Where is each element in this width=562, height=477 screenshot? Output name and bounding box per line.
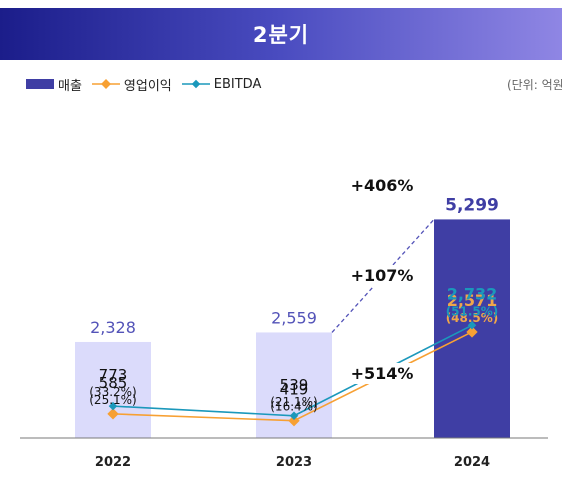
unit-note: (단위: 억원 <box>507 78 562 92</box>
legend-label-operating-profit: 영업이익 <box>123 78 172 94</box>
operating-profit-label-2022: 585 <box>99 374 128 392</box>
growth-annotation-2: +107% <box>351 266 414 285</box>
sales-label-2022: 2,328 <box>90 318 136 337</box>
x-tick-label-2024: 2024 <box>454 455 490 470</box>
sales-growth-connector <box>331 218 435 333</box>
x-tick-label-2023: 2023 <box>276 455 312 470</box>
sales-label-2024: 5,299 <box>445 195 499 215</box>
title-banner: 2분기 <box>0 8 562 60</box>
operating-profit-label-2024: 2,571 <box>447 291 498 310</box>
operating-profit-point-2024 <box>466 326 478 338</box>
legend-label-sales: 매출 <box>58 78 82 94</box>
ebitda-point-2024 <box>467 321 477 330</box>
legend-swatch-operating-profit <box>91 79 120 89</box>
x-tick-label-2022: 2022 <box>95 455 131 470</box>
legend-swatch-sales <box>26 79 54 89</box>
legend-label-ebitda: EBITDA <box>213 76 262 92</box>
growth-annotation-3: +514% <box>351 364 414 383</box>
sales-bar-2022 <box>75 341 151 438</box>
ebitda-margin-2022: (33.2%) <box>89 385 136 399</box>
ebitda-point-2023 <box>289 411 299 421</box>
operating-profit-margin-2024: (48.5%) <box>446 311 499 325</box>
growth-annotation-bg-2 <box>348 265 416 286</box>
chart-title: 2분기 <box>252 23 310 47</box>
growth-annotation-bg-1 <box>348 175 416 196</box>
legend-swatch-ebitda <box>181 79 210 89</box>
legend: 매출 영업이익 EBITDA <box>26 75 271 94</box>
operating-profit-margin-2022: (25.1%) <box>89 393 136 407</box>
ebitda-label-2024: 2,732 <box>447 284 498 303</box>
legend-item-operating-profit: 영업이익 <box>91 75 172 94</box>
legend-item-ebitda: EBITDA <box>181 76 262 92</box>
operating-profit-point-2023 <box>288 415 300 427</box>
sales-label-2023: 2,559 <box>271 308 317 327</box>
ebitda-margin-2023: (21.1%) <box>270 395 317 409</box>
growth-annotation-bg-3 <box>348 363 416 384</box>
growth-annotation-1: +406% <box>351 176 414 195</box>
legend-item-sales: 매출 <box>26 75 82 94</box>
ebitda-margin-2024: (51.5%) <box>446 304 499 318</box>
ebitda-point-2022 <box>108 401 118 411</box>
ebitda-label-2022: 773 <box>99 366 128 384</box>
operating-profit-margin-2023: (16.4%) <box>270 400 317 414</box>
operating-profit-label-2023: 419 <box>280 381 309 399</box>
ebitda-label-2023: 539 <box>280 376 309 394</box>
